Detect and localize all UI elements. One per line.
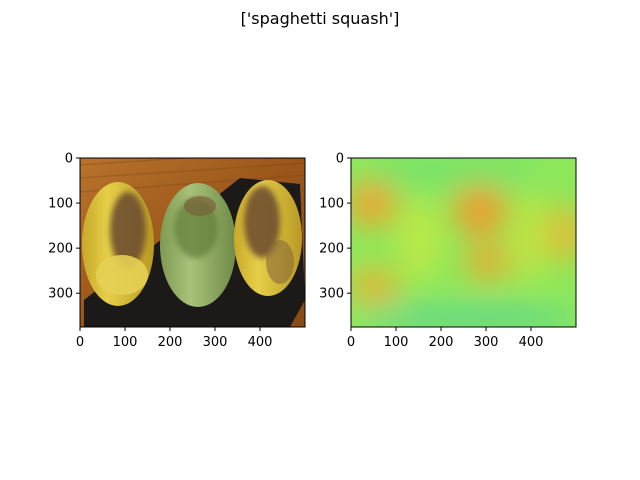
left-y-tick-label: 300: [48, 287, 73, 302]
photo-image: [80, 158, 305, 327]
left-x-tick-label: 0: [76, 335, 84, 350]
right-y-tick-label: 100: [319, 197, 344, 212]
left-y-tick-label: 100: [48, 197, 73, 212]
right-x-tick-label: 400: [519, 335, 544, 350]
left-y-tick-label: 0: [65, 152, 73, 167]
right-y-tick-label: 300: [319, 287, 344, 302]
left-panel: 0 100 200 300 400 0 100 200 300: [48, 152, 306, 350]
right-panel: 0 100 200 300 400 0 100 200 300: [319, 152, 577, 350]
left-x-axis: 0 100 200 300 400: [76, 327, 273, 350]
left-x-tick-label: 400: [248, 335, 273, 350]
right-x-tick-label: 200: [429, 335, 454, 350]
left-y-axis: 0 100 200 300: [48, 152, 80, 302]
right-x-tick-label: 300: [474, 335, 499, 350]
left-x-tick-label: 100: [113, 335, 138, 350]
right-axes-frame: [350, 157, 577, 328]
right-y-axis: 0 100 200 300: [319, 152, 351, 302]
left-axes-frame: [79, 157, 306, 328]
right-y-tick-label: 0: [336, 152, 344, 167]
left-x-tick-label: 200: [158, 335, 183, 350]
right-x-tick-label: 0: [347, 335, 355, 350]
figure-title: ['spaghetti squash']: [241, 9, 400, 28]
heatmap-image: [351, 158, 576, 327]
left-x-tick-label: 300: [203, 335, 228, 350]
left-y-tick-label: 200: [48, 242, 73, 257]
right-x-tick-label: 100: [384, 335, 409, 350]
right-x-axis: 0 100 200 300 400: [347, 327, 544, 350]
right-y-tick-label: 200: [319, 242, 344, 257]
